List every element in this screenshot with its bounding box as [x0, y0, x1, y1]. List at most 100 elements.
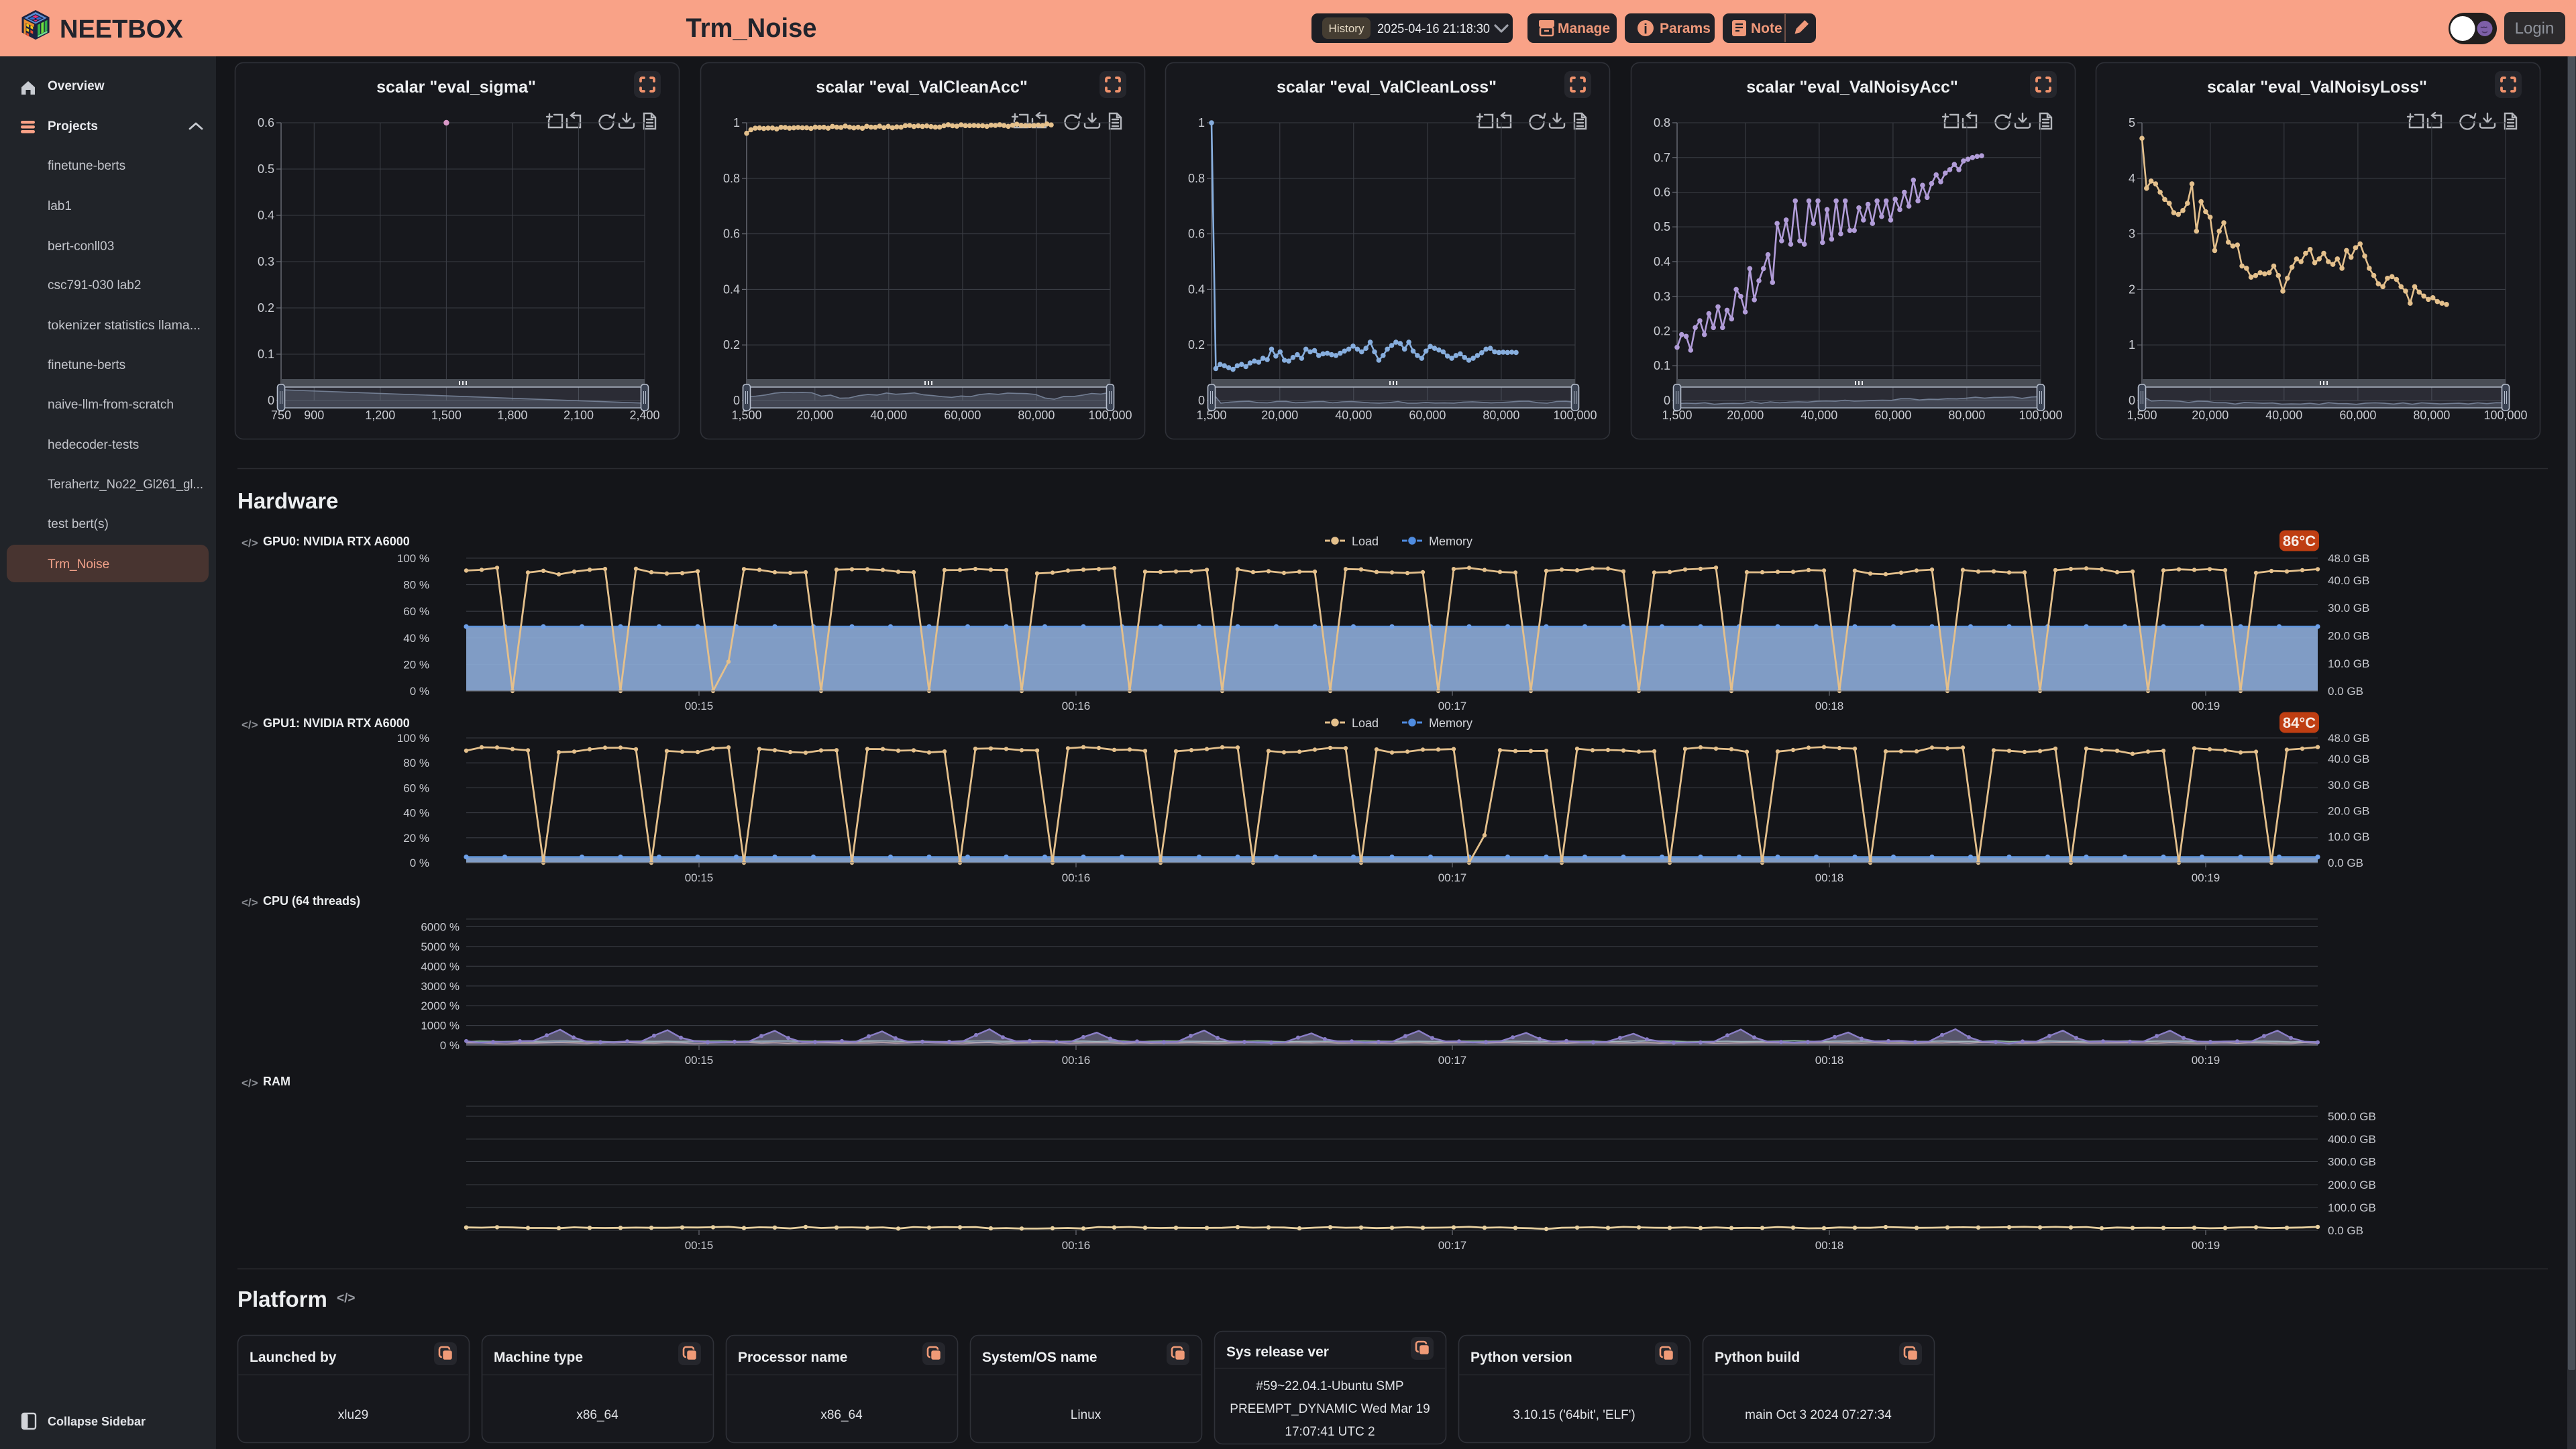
svg-text:0.8: 0.8	[1188, 172, 1205, 185]
svg-text:300.0 GB: 300.0 GB	[2328, 1156, 2376, 1169]
svg-text:20.0 GB: 20.0 GB	[2328, 805, 2369, 818]
svg-text:40.0 GB: 40.0 GB	[2328, 753, 2369, 765]
svg-text:20 %: 20 %	[403, 658, 429, 671]
svg-text:Login: Login	[2515, 19, 2555, 38]
svg-text:1: 1	[1198, 116, 1205, 129]
svg-text:1,800: 1,800	[497, 409, 527, 422]
svg-text:20 %: 20 %	[403, 832, 429, 845]
svg-text:Processor name: Processor name	[738, 1350, 847, 1365]
svg-text:PREEMPT_DYNAMIC Wed Mar 19: PREEMPT_DYNAMIC Wed Mar 19	[1230, 1402, 1430, 1416]
svg-text:20,000: 20,000	[1727, 409, 1764, 422]
svg-text:GPU0: NVIDIA RTX A6000: GPU0: NVIDIA RTX A6000	[263, 535, 410, 548]
svg-text:20.0 GB: 20.0 GB	[2328, 630, 2369, 643]
svg-text:0.2: 0.2	[258, 301, 274, 315]
svg-text:Python build: Python build	[1715, 1350, 1800, 1365]
svg-text:Terahertz_No22_Gl261_gl...: Terahertz_No22_Gl261_gl...	[48, 478, 203, 492]
svg-text:20,000: 20,000	[796, 409, 833, 422]
svg-text:Overview: Overview	[48, 79, 105, 93]
svg-text:60,000: 60,000	[1409, 409, 1446, 422]
svg-text:0.1: 0.1	[1654, 359, 1670, 372]
svg-text:RAM: RAM	[263, 1075, 290, 1088]
svg-text:0: 0	[733, 394, 740, 407]
svg-text:00:15: 00:15	[685, 1054, 714, 1067]
svg-text:naive-llm-from-scratch: naive-llm-from-scratch	[48, 398, 174, 412]
svg-text:00:16: 00:16	[1062, 871, 1091, 884]
svg-text:00:18: 00:18	[1815, 1054, 1844, 1067]
svg-text:Sys release ver: Sys release ver	[1226, 1344, 1329, 1360]
svg-text:00:19: 00:19	[2192, 871, 2220, 884]
svg-text:48.0 GB: 48.0 GB	[2328, 552, 2369, 565]
svg-text:00:17: 00:17	[1438, 1054, 1467, 1067]
svg-text:00:15: 00:15	[685, 700, 714, 712]
svg-text:</>: </>	[241, 718, 258, 731]
svg-text:5: 5	[2129, 116, 2135, 129]
svg-text:80,000: 80,000	[1018, 409, 1055, 422]
svg-text:60,000: 60,000	[2339, 409, 2376, 422]
svg-text:84°C: 84°C	[2283, 714, 2316, 731]
svg-text:0: 0	[268, 394, 274, 407]
svg-text:0.8: 0.8	[1654, 116, 1670, 129]
svg-text:0.0 GB: 0.0 GB	[2328, 685, 2363, 698]
svg-text:Python version: Python version	[1470, 1350, 1572, 1365]
svg-text:</>: </>	[241, 537, 258, 549]
svg-text:0.8: 0.8	[723, 172, 740, 185]
svg-text:100,000: 100,000	[2019, 409, 2062, 422]
svg-text:200.0 GB: 200.0 GB	[2328, 1179, 2376, 1191]
svg-text:40 %: 40 %	[403, 632, 429, 645]
svg-text:</>: </>	[337, 1291, 355, 1305]
svg-text:1: 1	[733, 116, 740, 129]
svg-text:2025-04-16 21:18:30: 2025-04-16 21:18:30	[1377, 22, 1490, 36]
svg-text:1,500: 1,500	[431, 409, 462, 422]
svg-text:0.4: 0.4	[1188, 282, 1205, 296]
svg-text:0.6: 0.6	[723, 227, 740, 241]
svg-text:60,000: 60,000	[944, 409, 981, 422]
svg-text:0: 0	[1664, 394, 1670, 407]
svg-text:1: 1	[2129, 338, 2135, 352]
svg-text:xlu29: xlu29	[338, 1408, 368, 1422]
svg-text:4000 %: 4000 %	[421, 960, 460, 973]
svg-text:86°C: 86°C	[2283, 533, 2316, 549]
svg-text:Note: Note	[1751, 21, 1782, 36]
svg-text:400.0 GB: 400.0 GB	[2328, 1133, 2376, 1146]
svg-text:100.0 GB: 100.0 GB	[2328, 1201, 2376, 1214]
svg-text:0 %: 0 %	[410, 685, 429, 698]
svg-text:Manage: Manage	[1558, 21, 1610, 36]
svg-text:main Oct 3 2024 07:27:34: main Oct 3 2024 07:27:34	[1745, 1408, 1892, 1422]
svg-text:2,400: 2,400	[629, 409, 659, 422]
svg-text:00:16: 00:16	[1062, 1239, 1091, 1252]
svg-text:100,000: 100,000	[1088, 409, 1132, 422]
svg-text:0.3: 0.3	[1654, 290, 1670, 303]
svg-text:0 %: 0 %	[410, 857, 429, 869]
svg-text:Platform: Platform	[237, 1287, 327, 1311]
svg-text:40,000: 40,000	[1801, 409, 1837, 422]
svg-text:Linux: Linux	[1071, 1408, 1102, 1422]
svg-text:00:19: 00:19	[2192, 1054, 2220, 1067]
svg-text:00:19: 00:19	[2192, 700, 2220, 712]
svg-text:tokenizer statistics llama...: tokenizer statistics llama...	[48, 319, 201, 333]
svg-text:0.3: 0.3	[258, 255, 274, 268]
svg-text:0.5: 0.5	[258, 162, 274, 176]
svg-text:5000 %: 5000 %	[421, 941, 460, 953]
svg-text:lab1: lab1	[48, 199, 72, 213]
svg-text:0.4: 0.4	[1654, 255, 1670, 268]
svg-text:0.7: 0.7	[1654, 151, 1670, 164]
svg-text:3000 %: 3000 %	[421, 980, 460, 993]
svg-text:500.0 GB: 500.0 GB	[2328, 1110, 2376, 1123]
svg-text:0.6: 0.6	[258, 116, 274, 129]
svg-text:00:15: 00:15	[685, 871, 714, 884]
svg-text:0: 0	[1198, 394, 1205, 407]
svg-text:bert-conll03: bert-conll03	[48, 239, 114, 254]
svg-text:4: 4	[2129, 172, 2135, 185]
svg-text:40,000: 40,000	[1335, 409, 1372, 422]
svg-text:Load: Load	[1352, 535, 1379, 548]
svg-text:GPU1: NVIDIA RTX A6000: GPU1: NVIDIA RTX A6000	[263, 716, 410, 730]
svg-text:40 %: 40 %	[403, 807, 429, 820]
svg-text:scalar "eval_ValNoisyLoss": scalar "eval_ValNoisyLoss"	[2207, 78, 2427, 97]
svg-text:00:18: 00:18	[1815, 871, 1844, 884]
svg-text:NEETBOX: NEETBOX	[60, 15, 183, 44]
svg-text:0.2: 0.2	[1654, 325, 1670, 338]
svg-text:750: 750	[271, 409, 291, 422]
svg-text:</>: </>	[241, 896, 258, 909]
svg-text:30.0 GB: 30.0 GB	[2328, 779, 2369, 792]
svg-text:0 %: 0 %	[440, 1039, 460, 1052]
